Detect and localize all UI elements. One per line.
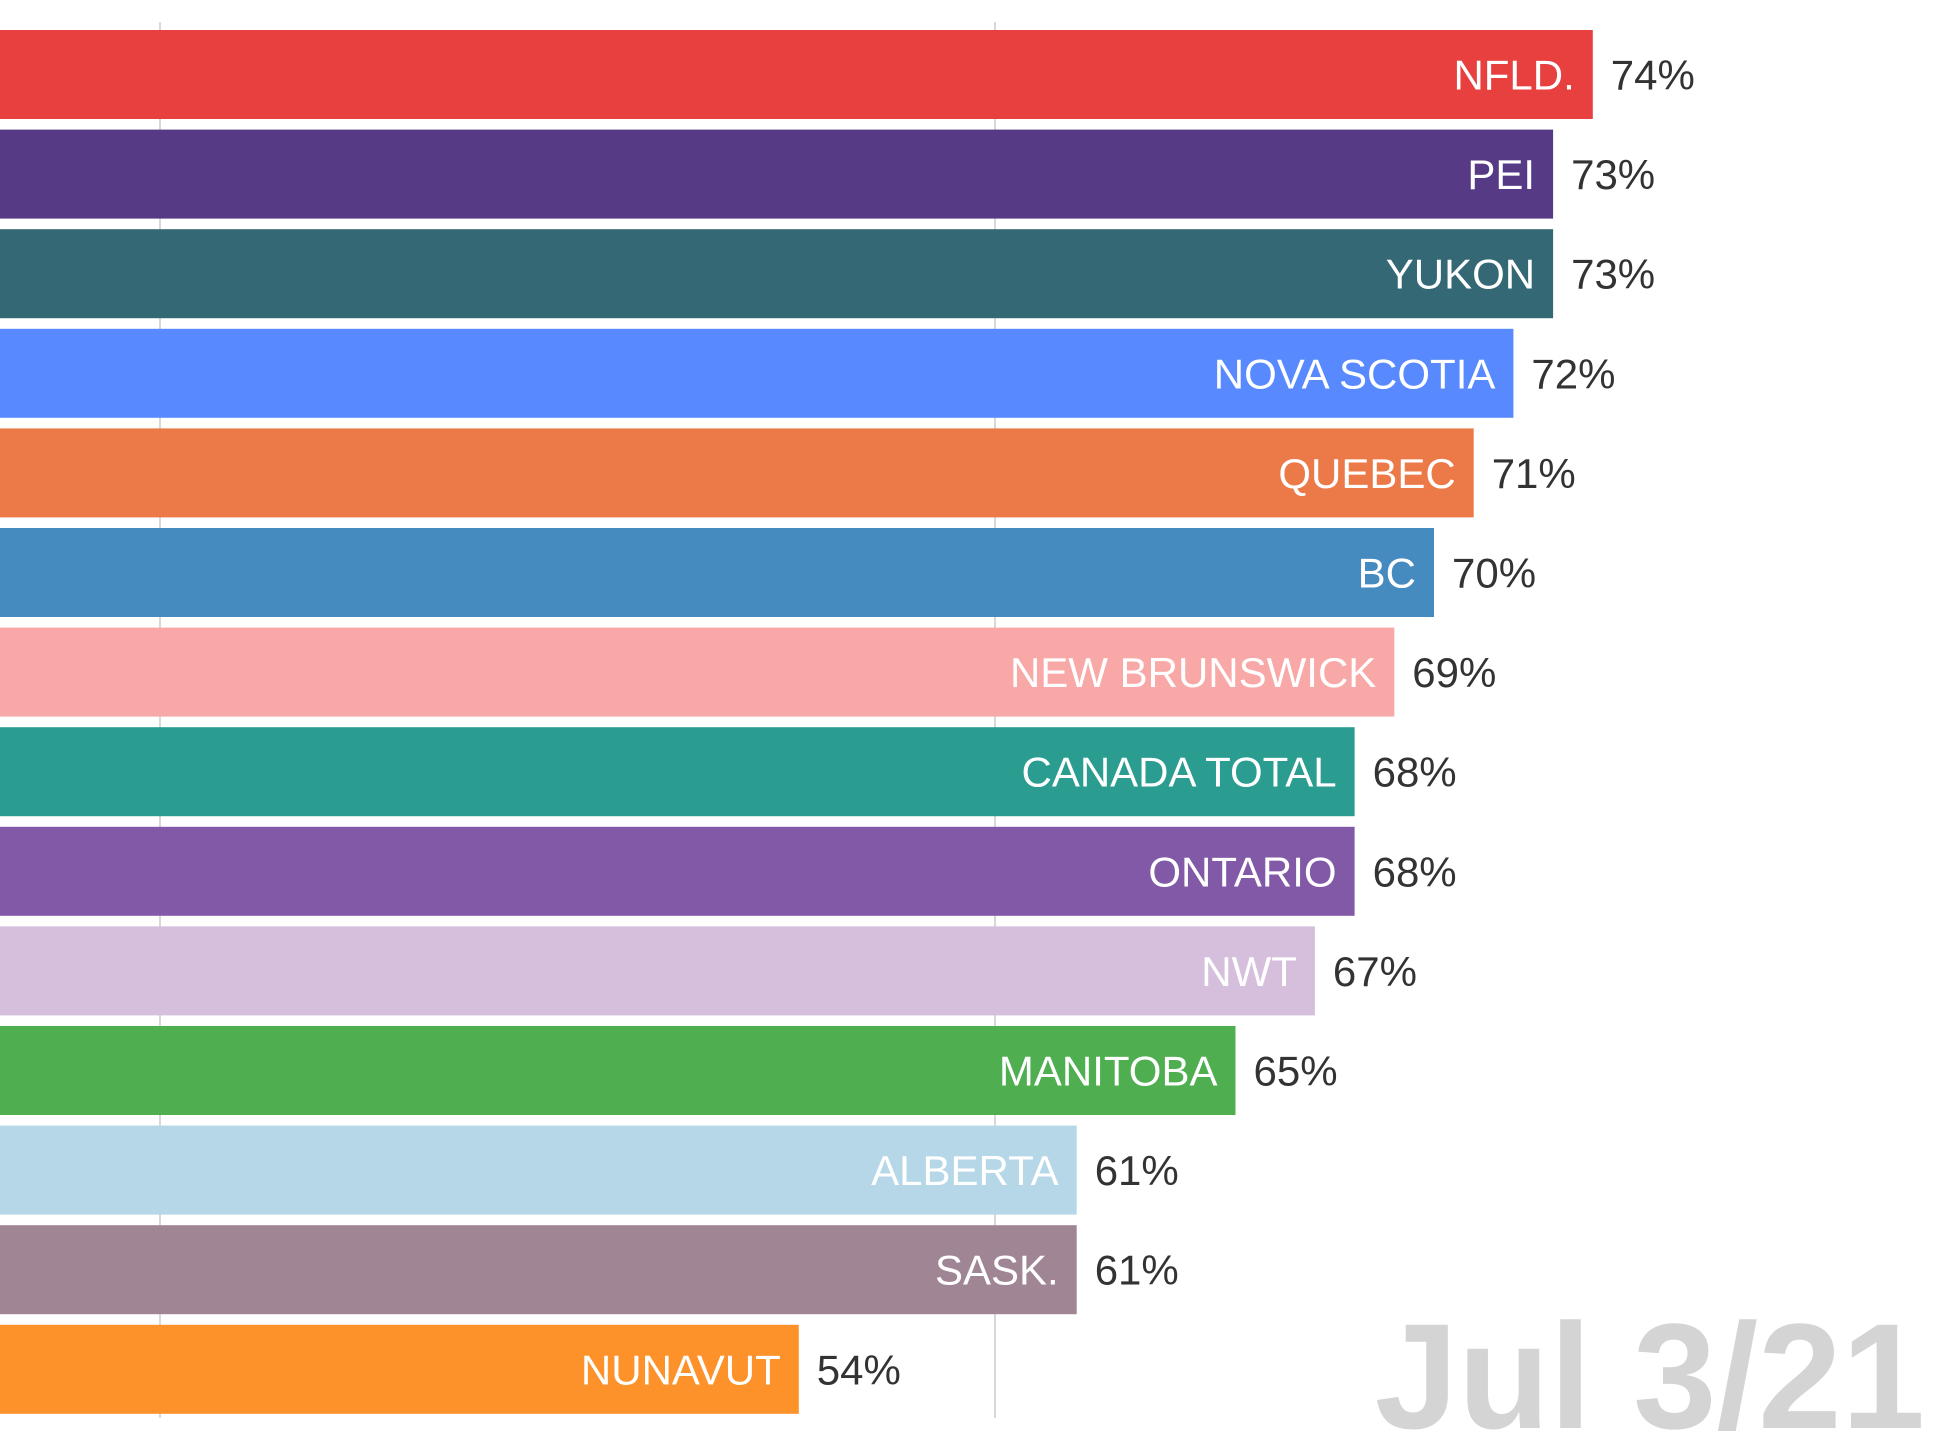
bar	[0, 926, 1315, 1016]
bar	[0, 727, 1355, 817]
bar-value-label: 74%	[1611, 52, 1695, 99]
bar-value-label: 54%	[817, 1346, 901, 1393]
bar	[0, 826, 1355, 916]
bar-category-label: NWT	[1201, 948, 1297, 995]
bar-value-label: 71%	[1492, 450, 1576, 497]
bar-category-label: MANITOBA	[999, 1048, 1218, 1095]
bar-category-label: QUEBEC	[1278, 450, 1455, 497]
bar-value-label: 68%	[1373, 749, 1457, 796]
bar	[0, 30, 1593, 119]
bar-category-label: NFLD.	[1453, 52, 1574, 99]
bar-category-label: ONTARIO	[1148, 848, 1336, 895]
bar-value-label: 72%	[1531, 350, 1615, 397]
bar-value-label: 70%	[1452, 550, 1536, 597]
bar-category-label: NUNAVUT	[581, 1346, 781, 1393]
bar	[0, 129, 1554, 219]
bar-category-label: YUKON	[1386, 251, 1535, 298]
bar-value-label: 73%	[1571, 251, 1655, 298]
bar	[0, 528, 1434, 617]
bar	[0, 1324, 799, 1414]
bar	[0, 627, 1395, 717]
bar-category-label: SASK.	[935, 1247, 1059, 1294]
bar-value-label: 65%	[1254, 1048, 1338, 1095]
bar-category-label: NEW BRUNSWICK	[1010, 649, 1376, 696]
bar-category-label: ALBERTA	[871, 1147, 1059, 1194]
bar	[0, 328, 1514, 418]
bar	[0, 1225, 1077, 1315]
bar-category-label: CANADA TOTAL	[1021, 749, 1336, 796]
bar-category-label: NOVA SCOTIA	[1214, 350, 1496, 397]
bar	[0, 428, 1474, 518]
bars-group: NFLD. 74% PEI 73% YUKON 73% NOVA SCOTIA 72% QUEB…	[0, 30, 1695, 1414]
bar-value-label: 61%	[1095, 1147, 1179, 1194]
bar	[0, 229, 1554, 319]
bar-category-label: BC	[1358, 550, 1416, 597]
bar-value-label: 67%	[1333, 948, 1417, 995]
bar-value-label: 61%	[1095, 1247, 1179, 1294]
bar-value-label: 73%	[1571, 151, 1655, 198]
bar-value-label: 69%	[1412, 649, 1496, 696]
bar	[0, 1026, 1236, 1115]
date-label: Jul 3/21	[1375, 1292, 1925, 1448]
bar	[0, 1125, 1077, 1215]
bar-category-label: PEI	[1467, 151, 1535, 198]
bar-value-label: 68%	[1373, 848, 1457, 895]
